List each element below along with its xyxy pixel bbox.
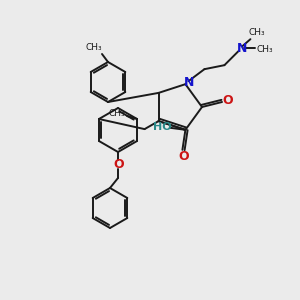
Text: N: N [237,42,248,55]
Text: O: O [223,94,233,107]
Text: O: O [114,158,124,172]
Text: N: N [184,76,195,89]
Text: CH₃: CH₃ [248,28,265,37]
Text: CH₃: CH₃ [109,109,125,118]
Text: O: O [178,150,189,163]
Text: HO: HO [153,122,172,132]
Text: CH₃: CH₃ [86,43,102,52]
Text: CH₃: CH₃ [256,45,273,54]
